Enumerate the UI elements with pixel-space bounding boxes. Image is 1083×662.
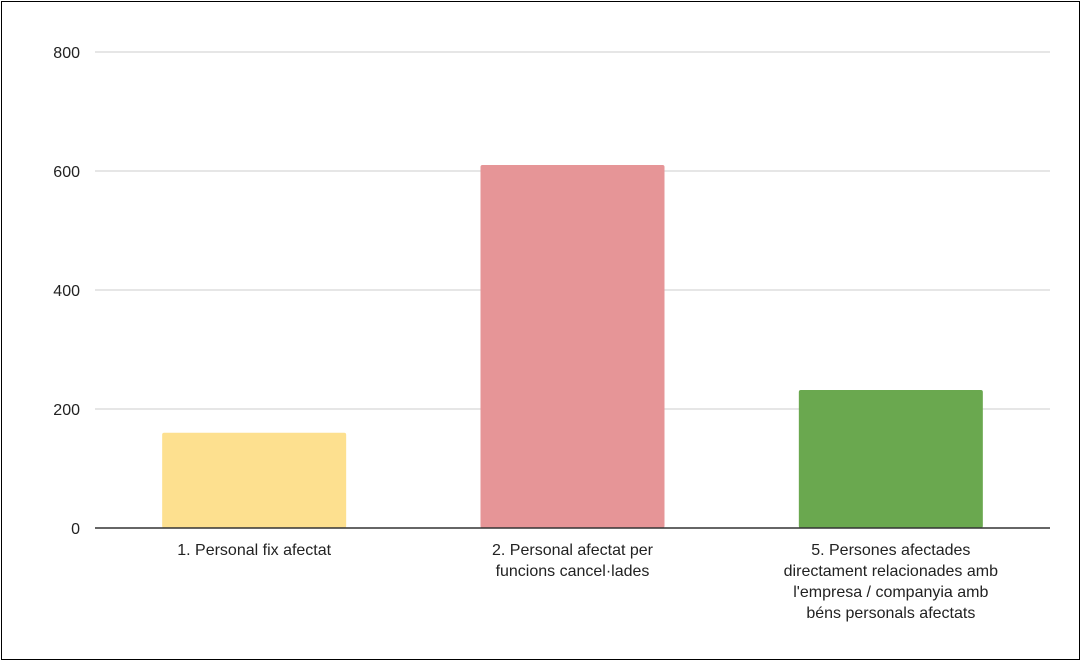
x-category-label-line: 2. Personal afectat per <box>492 542 654 559</box>
x-category-label-line: directament relacionades amb <box>784 563 998 580</box>
y-tick-label: 800 <box>53 45 80 62</box>
y-axis-tick-labels: 0 200 400 600 800 <box>53 45 80 538</box>
bar <box>798 389 983 528</box>
bar <box>480 165 665 529</box>
x-category-label-line: 5. Persones afectades <box>811 542 970 559</box>
bar <box>162 432 347 528</box>
x-category-label-line: funcions cancel·lades <box>496 563 650 580</box>
x-category-label-line: l'empresa / companyia amb <box>793 584 988 601</box>
x-category-label: 2. Personal afectat per funcions cancel·l… <box>492 542 654 580</box>
y-tick-label: 200 <box>53 402 80 419</box>
x-category-label-line: 1. Personal fix afectat <box>177 542 331 559</box>
y-tick-label: 400 <box>53 283 80 300</box>
x-category-label: 5. Persones afectades directament relacio… <box>784 542 998 622</box>
bars <box>162 165 983 529</box>
y-tick-label: 0 <box>71 521 80 538</box>
category-labels: 1. Personal fix afectat 2. Personal afect… <box>177 542 998 622</box>
x-category-label: 1. Personal fix afectat <box>177 542 331 559</box>
y-tick-label: 600 <box>53 164 80 181</box>
x-category-label-line: béns personals afectats <box>806 605 975 622</box>
